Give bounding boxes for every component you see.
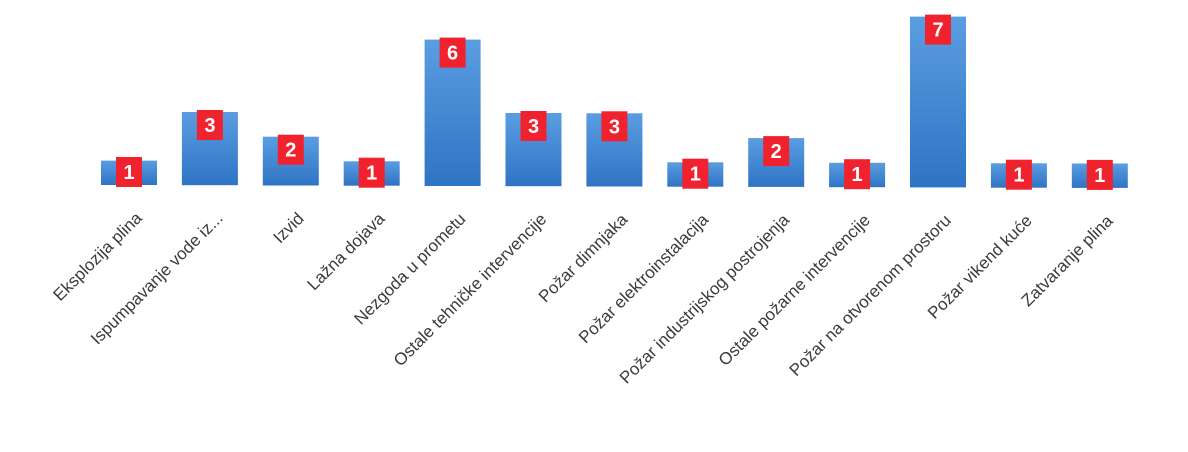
data-label-background — [439, 37, 466, 68]
data-label: 7 — [932, 20, 943, 42]
data-label: 1 — [1094, 165, 1105, 187]
data-label: 6 — [447, 43, 458, 65]
data-label-background — [763, 136, 790, 167]
bars-layer — [101, 16, 1128, 188]
data-label-background — [682, 158, 709, 189]
data-label: 1 — [1013, 165, 1024, 187]
data-label: 1 — [123, 162, 134, 184]
data-labels-layer: 1 3 2 1 6 3 3 1 2 1 7 1 1 — [116, 14, 1113, 190]
data-label-background — [925, 14, 951, 45]
data-label-background — [520, 111, 547, 141]
data-label-background — [1005, 159, 1032, 190]
data-label: 2 — [285, 140, 296, 162]
data-label-background — [196, 110, 223, 140]
x-tick-label: Požar elektroinstalacija — [575, 210, 712, 347]
data-label: 1 — [366, 163, 377, 185]
data-label: 2 — [771, 141, 782, 163]
x-tick-label: Lažna dojava — [304, 209, 389, 294]
data-label: 3 — [609, 116, 620, 138]
data-label: 1 — [852, 164, 863, 186]
x-tick-label: Ostale tehničke intervencije — [390, 210, 550, 370]
data-label-background — [1086, 159, 1113, 190]
x-tick-label: Ispumpavanje vode iz... — [87, 209, 227, 349]
data-label: 3 — [528, 116, 539, 138]
data-label: 1 — [690, 164, 701, 186]
x-tick-label: Požar na otvorenom prostoru — [786, 211, 955, 380]
bar — [910, 16, 966, 188]
x-tick-label: Izvid — [269, 209, 307, 247]
x-tick-label: Požar industrijskog postrojenja — [616, 210, 794, 388]
x-tick-label: Ostale požarne intervencije — [715, 211, 874, 370]
data-label: 3 — [204, 115, 215, 137]
data-label-background — [844, 159, 871, 190]
data-label-background — [277, 134, 304, 165]
data-label-background — [116, 157, 142, 187]
data-label-background — [358, 157, 385, 188]
data-label-background — [601, 111, 628, 142]
